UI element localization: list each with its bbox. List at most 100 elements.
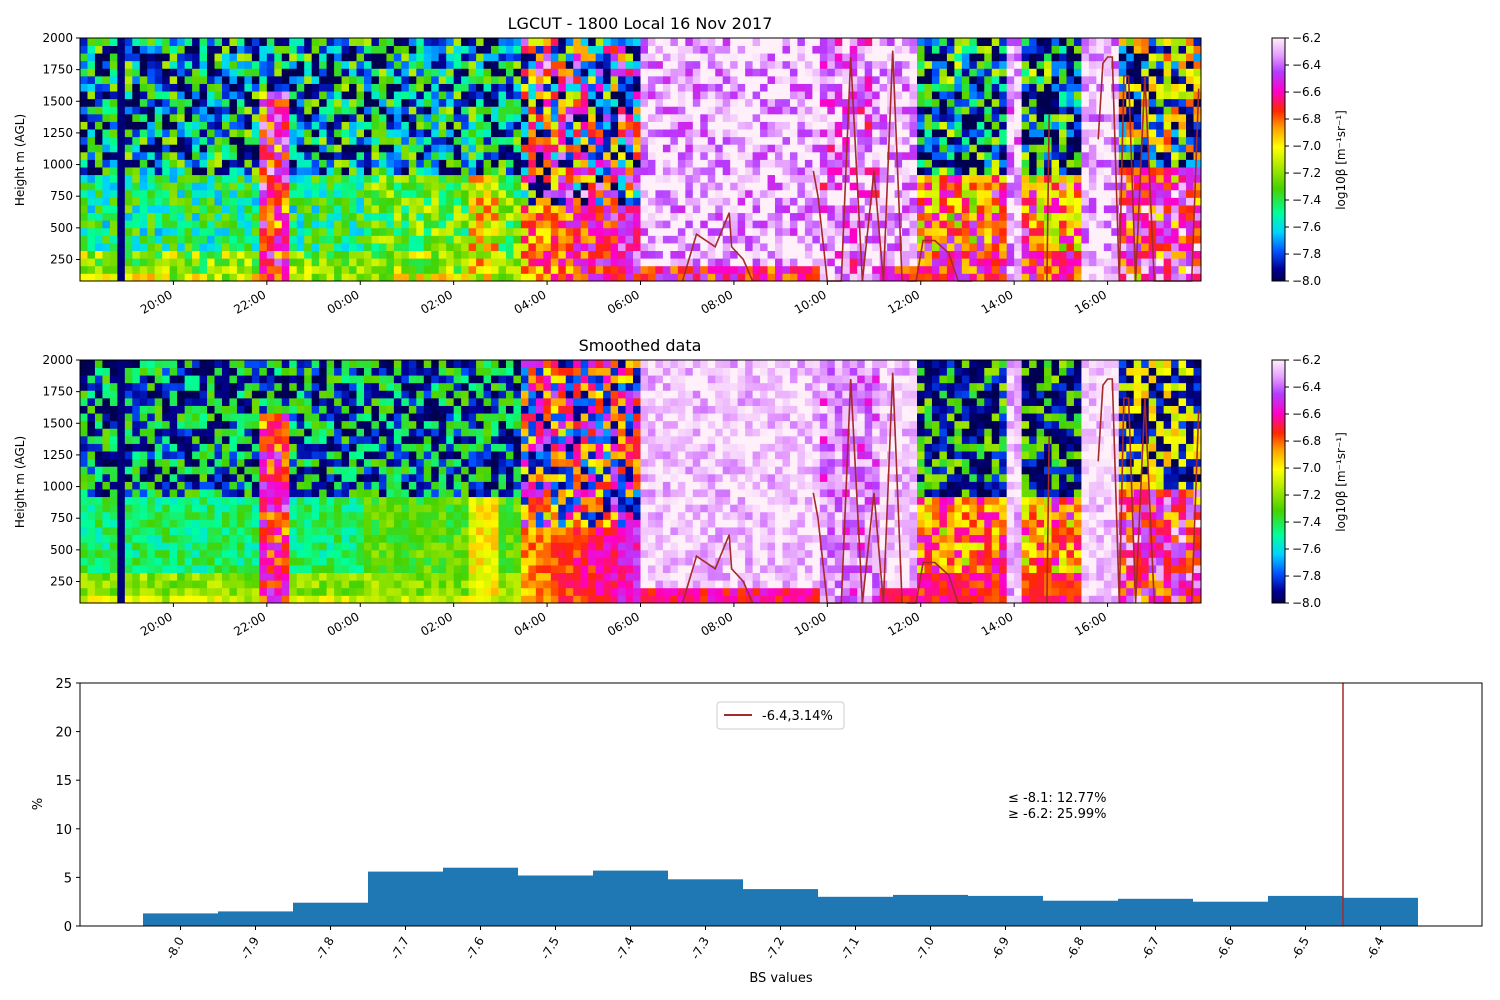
- heatmap-cell: [378, 159, 387, 168]
- heatmap-cell: [423, 265, 432, 274]
- heatmap-cell: [700, 205, 709, 214]
- heatmap-cell: [304, 212, 313, 221]
- heatmap-cell: [363, 121, 372, 130]
- heatmap-cell: [80, 98, 88, 107]
- heatmap-cell: [939, 68, 948, 77]
- heatmap-cell: [259, 265, 268, 274]
- heatmap-cell: [468, 60, 477, 69]
- heatmap-cell: [595, 235, 604, 244]
- heatmap-cell: [924, 212, 933, 221]
- heatmap-cell: [1073, 98, 1082, 107]
- heatmap-cell: [483, 227, 492, 236]
- heatmap-cell: [1021, 75, 1030, 84]
- heatmap-cell: [378, 205, 387, 214]
- heatmap-cell: [453, 144, 462, 153]
- heatmap-cell: [580, 227, 589, 236]
- heatmap-cell: [685, 182, 694, 191]
- heatmap-cell: [423, 243, 432, 252]
- heatmap-cell: [588, 106, 597, 115]
- heatmap-cell: [834, 258, 843, 267]
- heatmap-cell: [827, 220, 836, 229]
- heatmap-cell: [1193, 151, 1202, 160]
- heatmap-cell: [80, 205, 88, 214]
- heatmap-cell: [752, 106, 761, 115]
- heatmap-cell: [588, 250, 597, 259]
- heatmap-cell: [931, 197, 940, 206]
- heatmap-cell: [184, 60, 193, 69]
- heatmap-cell: [834, 250, 843, 259]
- heatmap-cell: [109, 68, 118, 77]
- heatmap-cell: [1051, 68, 1060, 77]
- heatmap-cell: [1133, 136, 1142, 145]
- heatmap-cell: [1118, 182, 1127, 191]
- heatmap-cell: [573, 38, 582, 46]
- heatmap-cell: [147, 227, 156, 236]
- heatmap-cell: [438, 273, 447, 282]
- heatmap-cell: [453, 205, 462, 214]
- heatmap-cell: [423, 68, 432, 77]
- heatmap-cell: [498, 136, 507, 145]
- heatmap-cell: [887, 174, 895, 183]
- heatmap-cell: [341, 265, 350, 274]
- heatmap-cell: [446, 113, 455, 122]
- heatmap-cell: [1103, 197, 1112, 206]
- heatmap-cell: [109, 45, 118, 54]
- heatmap-cell: [94, 144, 103, 153]
- heatmap-cell: [109, 91, 118, 100]
- heatmap-cell: [349, 243, 357, 252]
- heatmap-cell: [378, 98, 387, 107]
- heatmap-cell: [468, 129, 477, 138]
- heatmap-cell: [999, 258, 1008, 267]
- heatmap-cell: [1014, 75, 1023, 84]
- heatmap-cell: [296, 68, 305, 77]
- heatmap-cell: [371, 273, 380, 282]
- heatmap-cell: [154, 121, 163, 130]
- heatmap-cell: [939, 212, 948, 221]
- heatmap-cell: [289, 258, 298, 267]
- heatmap-cell: [1163, 182, 1172, 191]
- heatmap-cell: [1126, 144, 1135, 153]
- heatmap-cell: [887, 151, 895, 160]
- heatmap-cell: [1014, 189, 1023, 198]
- heatmap-cell: [431, 151, 440, 160]
- heatmap-cell: [169, 106, 178, 115]
- heatmap-cell: [745, 182, 753, 191]
- heatmap-cell: [281, 197, 290, 206]
- heatmap-cell: [633, 205, 641, 214]
- heatmap-cell: [842, 258, 851, 267]
- heatmap-cell: [633, 243, 641, 252]
- heatmap-cell: [1066, 243, 1075, 252]
- heatmap-cell: [939, 121, 948, 130]
- heatmap-cell: [177, 98, 186, 107]
- heatmap-cell: [864, 235, 873, 244]
- heatmap-cell: [640, 75, 649, 84]
- heatmap-cell: [87, 565, 96, 574]
- heatmap-cell: [214, 60, 223, 69]
- heatmap-cell: [797, 265, 806, 274]
- heatmap-cell: [311, 212, 320, 221]
- heatmap-cell: [236, 136, 245, 145]
- heatmap-cell: [124, 205, 133, 214]
- heatmap-cell: [603, 68, 611, 77]
- heatmap-cell: [169, 189, 178, 198]
- heatmap-cell: [207, 243, 215, 252]
- heatmap-cell: [446, 106, 455, 115]
- heatmap-cell: [334, 45, 342, 54]
- heatmap-cell: [147, 68, 156, 77]
- heatmap-cell: [378, 60, 387, 69]
- heatmap-cell: [1186, 212, 1194, 221]
- heatmap-cell: [1051, 197, 1060, 206]
- heatmap-cell: [969, 151, 978, 160]
- heatmap-cell: [775, 235, 783, 244]
- heatmap-cell: [304, 227, 313, 236]
- heatmap-cell: [722, 197, 731, 206]
- heatmap-cell: [1171, 68, 1179, 77]
- heatmap-cell: [528, 151, 537, 160]
- heatmap-cell: [184, 113, 193, 122]
- heatmap-cell: [633, 129, 641, 138]
- heatmap-cell: [1059, 265, 1067, 274]
- heatmap-cell: [655, 83, 664, 92]
- heatmap-cell: [117, 136, 126, 145]
- heatmap-cell: [745, 91, 753, 100]
- heatmap-cell: [132, 227, 141, 236]
